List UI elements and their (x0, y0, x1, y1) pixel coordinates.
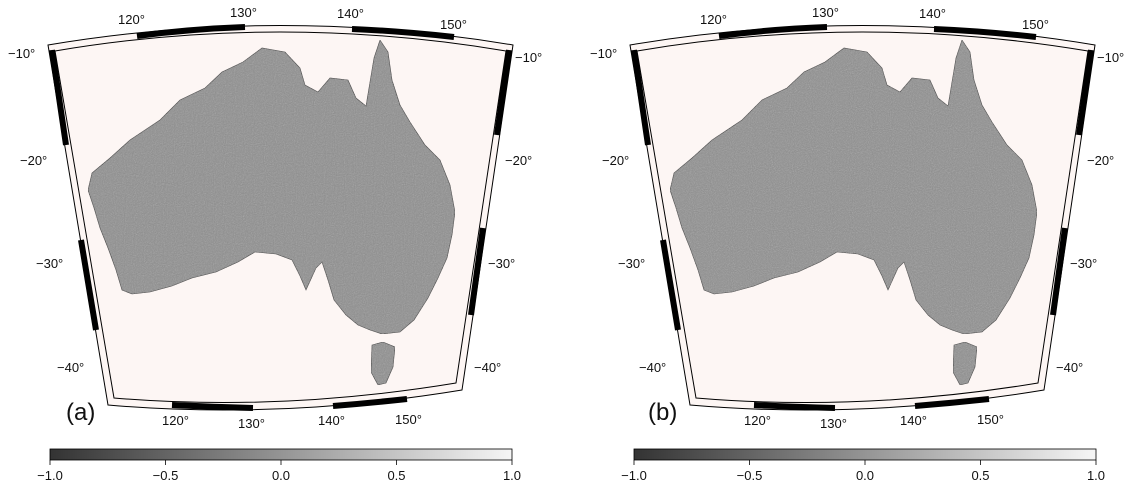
frame-bar-top-2 (351, 26, 455, 40)
frame-bar-left-2 (660, 239, 681, 331)
frame-bar-bottom-2 (914, 396, 990, 409)
lon-bottom-140: 140° (318, 413, 345, 428)
lon-bottom-150: 150° (395, 412, 422, 427)
lat-right-30: −30° (1070, 256, 1097, 271)
tasmania (952, 341, 978, 386)
colorbar-b-gradient (633, 448, 1097, 461)
colorbar-a-tick-label-2: −0.5 (153, 468, 179, 483)
colorbar-a-ticks (49, 460, 513, 465)
frame-bar-right-1 (494, 49, 512, 136)
colorbar-b: −1.0 −0.5 0.0 0.5 1.0 (621, 448, 1105, 483)
lon-top-120: 120° (700, 12, 727, 27)
colorbar-b-tick-label-2: −0.5 (737, 468, 763, 483)
lat-left-10: −10° (8, 46, 35, 61)
frame-bar-bottom-1 (753, 402, 836, 411)
lon-bottom-120: 120° (744, 413, 771, 428)
lon-top-150: 150° (440, 17, 467, 32)
lat-left-20: −20° (602, 153, 629, 168)
lon-top-150: 150° (1022, 17, 1049, 32)
lon-bottom-140: 140° (900, 413, 927, 428)
lon-top-120: 120° (118, 12, 145, 27)
lat-right-20: −20° (505, 153, 532, 168)
map-frame-inner (54, 31, 507, 404)
lat-right-10: −10° (515, 50, 542, 65)
frame-bar-left-2 (78, 239, 99, 331)
frame-bar-right-1 (1076, 49, 1094, 136)
frame-bar-bottom-2 (332, 396, 408, 409)
lon-top-140: 140° (919, 6, 946, 21)
frame-bar-right-2 (468, 227, 486, 316)
colorbar-b-tick-label-1: −1.0 (621, 468, 647, 483)
lon-bottom-120: 120° (162, 413, 189, 428)
lat-right-10: −10° (1097, 50, 1124, 65)
lat-left-20: −20° (20, 153, 47, 168)
map-figure-b: 120° 130° 140° 150° 120° 130° 140° 150° … (590, 5, 1124, 431)
colorbar-b-tick-label-3: 0.0 (856, 468, 874, 483)
frame-bar-top-1 (136, 24, 246, 39)
lon-bottom-130: 130° (820, 416, 847, 431)
colorbar-a-tick-label-5: 1.0 (503, 468, 521, 483)
lat-right-20: −20° (1087, 153, 1114, 168)
colorbar-b-tick-label-4: 0.5 (971, 468, 989, 483)
colorbar-a-tick-label-4: 0.5 (387, 468, 405, 483)
australia-landmass (669, 39, 1038, 335)
australia-landmass (87, 39, 456, 335)
lat-right-40: −40° (474, 360, 501, 375)
panel-label-a: (a) (66, 399, 95, 426)
lon-bottom-130: 130° (238, 416, 265, 431)
colorbar-b-ticks (633, 460, 1097, 465)
colorbar-a-gradient (49, 448, 513, 461)
frame-bar-left-1 (631, 49, 651, 146)
lat-right-30: −30° (488, 256, 515, 271)
map-figure-a: 120° 130° 140° 150° 120° 130° 140° 150° … (8, 5, 542, 431)
map-frame-inner (636, 31, 1089, 404)
map-panel-b: 120° 130° 140° 150° 120° 130° 140° 150° … (582, 0, 1145, 491)
lat-left-40: −40° (57, 360, 84, 375)
lat-left-30: −30° (36, 256, 63, 271)
frame-bar-top-1 (718, 24, 828, 39)
lon-bottom-150: 150° (977, 412, 1004, 427)
frame-bar-top-2 (933, 26, 1037, 40)
frame-bar-bottom-1 (171, 402, 254, 411)
lat-left-40: −40° (639, 360, 666, 375)
tasmania (370, 341, 396, 386)
frame-bar-left-1 (49, 49, 69, 146)
lat-right-40: −40° (1056, 360, 1083, 375)
lat-left-30: −30° (618, 256, 645, 271)
panel-label-b: (b) (648, 399, 677, 426)
lon-top-140: 140° (337, 6, 364, 21)
frame-bar-right-2 (1050, 227, 1068, 316)
map-panel-a: 120° 130° 140° 150° 120° 130° 140° 150° … (0, 0, 565, 491)
lon-top-130: 130° (230, 5, 257, 20)
colorbar-a-tick-label-3: 0.0 (272, 468, 290, 483)
colorbar-a: −1.0 −0.5 0.0 0.5 1.0 (37, 448, 521, 483)
lat-left-10: −10° (590, 46, 617, 61)
colorbar-b-tick-label-5: 1.0 (1087, 468, 1105, 483)
lon-top-130: 130° (812, 5, 839, 20)
colorbar-a-tick-label-1: −1.0 (37, 468, 63, 483)
